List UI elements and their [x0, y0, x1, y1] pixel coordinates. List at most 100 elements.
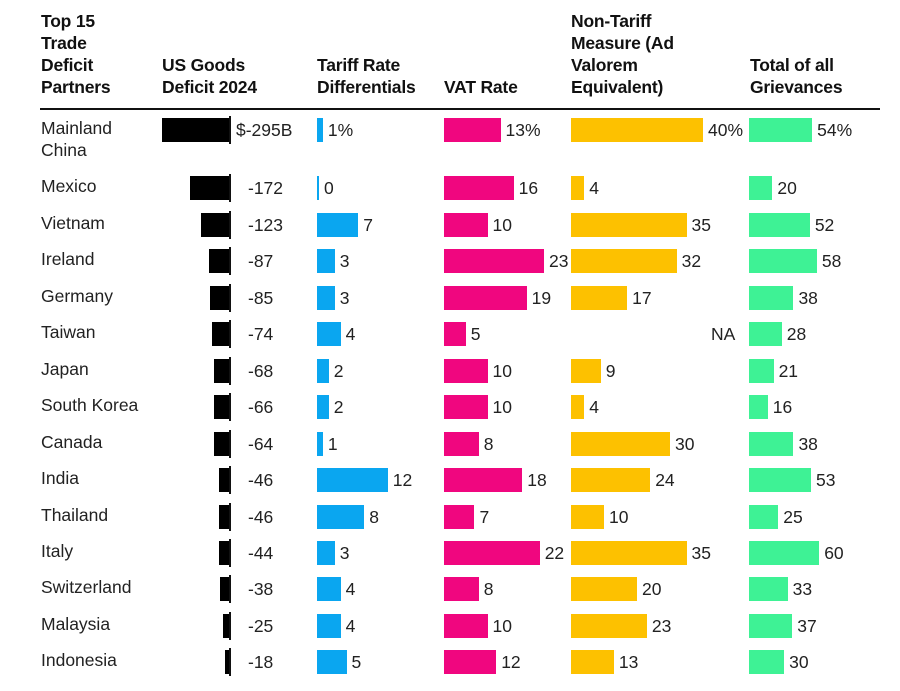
country-line: Germany	[41, 286, 113, 306]
deficit-value: -68	[248, 361, 274, 381]
header-line: Equivalent)	[571, 77, 664, 97]
vat-bar	[444, 577, 479, 601]
header-line: Deficit 2024	[162, 77, 257, 97]
total-bar	[749, 614, 793, 638]
deficit-value: -18	[248, 652, 274, 672]
tariff-bar	[317, 395, 329, 419]
deficit-axis-tick	[229, 430, 231, 458]
country-label: Thailand	[41, 504, 108, 526]
tariff-bar	[317, 286, 335, 310]
total-value: 28	[786, 324, 807, 344]
deficit-value: -25	[248, 616, 274, 636]
vat-value: 7	[479, 507, 490, 527]
header-total: Total of all Grievances	[750, 54, 843, 98]
deficit-value: -46	[248, 470, 274, 490]
deficit-bar	[223, 614, 229, 638]
tariff-bar	[317, 359, 329, 383]
vat-value: 18	[527, 470, 547, 490]
total-bar	[749, 650, 785, 674]
tariff-bar	[317, 468, 388, 492]
ntm-value: 30	[675, 434, 695, 454]
ntm-value: 10	[609, 507, 629, 527]
vat-bar	[444, 432, 479, 456]
vat-value: 10	[492, 215, 512, 235]
country-label: Mainland China	[41, 117, 112, 161]
total-bar	[749, 213, 810, 237]
vat-bar	[444, 213, 488, 237]
deficit-bar	[214, 432, 229, 456]
deficit-value: -46	[248, 507, 274, 527]
ntm-value: 4	[589, 178, 599, 198]
total-bar	[749, 505, 779, 529]
vat-value: 10	[492, 616, 512, 636]
tariff-bar	[317, 541, 335, 565]
deficit-axis-tick	[229, 284, 231, 312]
vat-value: 16	[518, 178, 539, 198]
tariff-value: 1	[327, 434, 338, 454]
total-bar	[749, 286, 794, 310]
tariff-value: 8	[369, 507, 379, 527]
deficit-bar	[218, 505, 229, 529]
vat-value: 10	[492, 361, 512, 381]
country-label: South Korea	[41, 394, 138, 416]
total-bar	[749, 541, 820, 565]
ntm-bar	[571, 286, 628, 310]
ntm-bar	[571, 359, 601, 383]
ntm-bar	[571, 541, 687, 565]
header-line: Deficit	[41, 55, 94, 75]
header-line: Top 15	[41, 11, 95, 31]
tariff-bar	[317, 432, 323, 456]
tariff-value: 4	[345, 616, 356, 636]
ntm-value: 35	[691, 543, 711, 563]
tariff-value: 4	[345, 324, 356, 344]
vat-value: 8	[483, 434, 494, 454]
tariff-bar	[317, 176, 319, 200]
deficit-value: -172	[248, 178, 284, 198]
country-line: Indonesia	[41, 650, 117, 670]
total-value: 58	[821, 251, 842, 271]
deficit-axis-tick	[229, 174, 231, 202]
tariff-value: 7	[363, 215, 374, 235]
total-value: 21	[778, 361, 799, 381]
deficit-bar	[212, 322, 229, 346]
country-line: Japan	[41, 359, 89, 379]
ntm-bar	[571, 468, 651, 492]
vat-bar	[444, 395, 488, 419]
tariff-bar	[317, 322, 341, 346]
header-line: Trade	[41, 33, 87, 53]
country-label: Indonesia	[41, 649, 117, 671]
vat-bar	[444, 614, 488, 638]
tariff-bar	[317, 577, 341, 601]
tariff-value: 4	[345, 579, 356, 599]
ntm-value: 35	[691, 215, 711, 235]
country-line: Ireland	[41, 249, 95, 269]
country-line: South Korea	[41, 395, 139, 415]
deficit-value: -38	[248, 579, 274, 599]
country-label: Switzerland	[41, 576, 131, 598]
deficit-axis-tick	[229, 539, 231, 567]
ntm-value: 9	[605, 361, 616, 381]
total-value: 33	[792, 579, 813, 599]
deficit-axis-tick	[229, 357, 231, 385]
country-line: Mexico	[41, 176, 97, 196]
total-bar	[749, 577, 788, 601]
deficit-axis-tick	[229, 466, 231, 494]
country-label: Ireland	[41, 248, 95, 270]
header-country: Top 15 Trade Deficit Partners	[41, 10, 111, 98]
deficit-bar	[189, 176, 229, 200]
total-value: 54%	[817, 120, 853, 140]
header-tariff: Tariff Rate Differentials	[317, 54, 416, 98]
deficit-value: -85	[248, 288, 274, 308]
deficit-value: -44	[248, 543, 274, 563]
ntm-bar	[571, 213, 687, 237]
deficit-axis-tick	[229, 612, 231, 640]
total-bar	[749, 395, 768, 419]
header-deficit: US Goods Deficit 2024	[162, 54, 257, 98]
country-label: Germany	[41, 285, 113, 307]
deficit-value: $-295B	[236, 120, 293, 140]
vat-bar	[444, 322, 466, 346]
tariff-value: 2	[333, 361, 344, 381]
vat-bar	[444, 118, 501, 142]
deficit-bar	[213, 359, 229, 383]
deficit-bar	[201, 213, 229, 237]
